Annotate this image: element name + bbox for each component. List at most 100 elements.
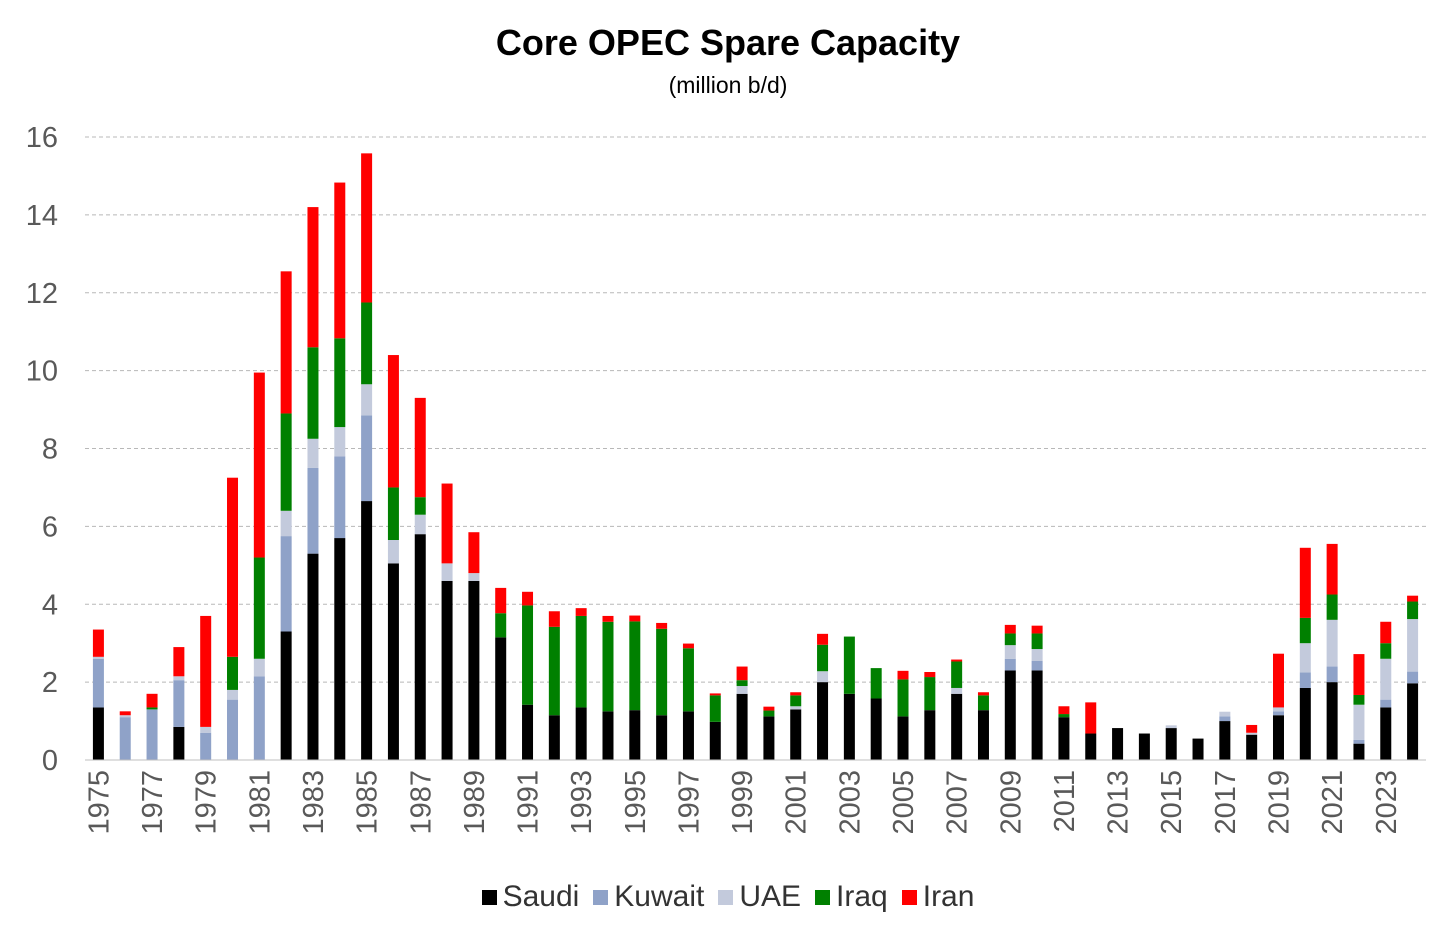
bar-segment-iraq-2007 (951, 661, 963, 688)
bar-segment-iraq-1992 (548, 626, 560, 716)
bar-segment-iran-2000 (763, 706, 775, 711)
bar-segment-saudi-1982 (280, 631, 292, 760)
x-tick-label: 2021 (1317, 770, 1349, 835)
bar-segment-iran-1995 (629, 615, 641, 622)
bar-segment-iraq-1984 (334, 338, 346, 428)
bar-segment-iran-2002 (817, 633, 829, 645)
bar-segment-kuwait-1982 (280, 536, 292, 632)
bar-segment-iran-2010 (1031, 625, 1043, 634)
bar-segment-iraq-2020 (1299, 617, 1311, 644)
bar-segment-iraq-2001 (790, 695, 802, 707)
bar-segment-saudi-1992 (548, 715, 560, 760)
bar-segment-iran-1980 (227, 477, 239, 657)
bar-segment-iran-1975 (92, 629, 104, 657)
bar-segment-saudi-2001 (790, 709, 802, 760)
bar-segment-iran-1986 (387, 355, 399, 488)
legend-swatch (901, 889, 917, 905)
x-tick-label: 2003 (834, 770, 866, 835)
x-tick-label: 1985 (352, 770, 384, 835)
bar-segment-iran-2008 (977, 692, 989, 696)
bar-segment-kuwait-2024 (1407, 671, 1419, 684)
bar-segment-saudi-2011 (1058, 717, 1070, 760)
bar-segment-iran-1994 (602, 615, 614, 622)
bar-segment-saudi-2022 (1353, 743, 1365, 760)
bar-segment-iran-2020 (1299, 547, 1311, 618)
bar-segment-saudi-2015 (1165, 728, 1177, 760)
bar-segment-uae-2022 (1353, 704, 1365, 740)
bar-segment-saudi-1999 (736, 693, 748, 760)
bar-segment-iran-1992 (548, 611, 560, 627)
x-axis: 1975 1977 1979 1981 1983 1985 1987 1989 1991 1993… (83, 759, 1426, 835)
bar-segment-saudi-2012 (1085, 733, 1097, 760)
bar-segment-iraq-2011 (1058, 714, 1070, 718)
bar-segment-iraq-2002 (817, 644, 829, 672)
bar-segment-iran-2009 (1004, 624, 1016, 634)
legend-label: Kuwait (614, 880, 705, 913)
bar-segment-iran-2011 (1058, 706, 1070, 715)
bar-segment-iran-1998 (709, 693, 721, 696)
bar-segment-saudi-2000 (763, 716, 775, 760)
bar-segment-iran-1989 (468, 532, 480, 574)
bar-segment-iran-1979 (200, 615, 212, 727)
bar-segment-iran-1999 (736, 666, 748, 681)
bar-segment-iran-1983 (307, 207, 319, 348)
bar-segment-saudi-2013 (1112, 728, 1124, 760)
bar-segment-iran-1977 (146, 693, 158, 708)
bar-segment-kuwait-1980 (227, 699, 239, 760)
legend-swatch (815, 889, 831, 905)
bar-segment-iraq-2022 (1353, 694, 1365, 705)
bar-segment-kuwait-1979 (200, 732, 212, 760)
bar-segment-iraq-2000 (763, 710, 775, 717)
x-tick-label: 1999 (727, 770, 759, 835)
bar-segment-iraq-1987 (414, 497, 426, 515)
legend-item-kuwait: Kuwait (593, 880, 704, 914)
bar-segment-saudi-2006 (924, 710, 936, 760)
bar-segment-iran-1985 (361, 153, 373, 303)
bar-segment-iraq-1991 (522, 605, 534, 705)
bar-segment-saudi-2016 (1192, 738, 1204, 760)
bar-segment-uae-2001 (790, 706, 802, 710)
bar-segment-iraq-2004 (870, 668, 882, 699)
bar-segment-iraq-2006 (924, 677, 936, 711)
x-tick-label: 1977 (137, 770, 169, 835)
bar-segment-iraq-2009 (1004, 633, 1016, 646)
bar-segment-iraq-1998 (709, 695, 721, 722)
bar-segment-saudi-2014 (1138, 733, 1150, 760)
bar-segment-uae-2009 (1004, 645, 1016, 659)
bar-segment-saudi-1989 (468, 580, 480, 760)
bar-segment-uae-2018 (1246, 732, 1258, 735)
bar-segment-saudi-2023 (1380, 707, 1392, 760)
bar-segment-kuwait-1978 (173, 680, 185, 727)
bar-segment-saudi-1991 (522, 704, 534, 760)
bar-segment-iran-2001 (790, 692, 802, 696)
bar-segment-uae-2023 (1380, 658, 1392, 700)
bar-segment-uae-1976 (119, 715, 131, 718)
bar-segment-uae-2019 (1272, 707, 1284, 712)
bar-segment-kuwait-2023 (1380, 699, 1392, 708)
bar-segment-uae-1983 (307, 438, 319, 468)
bar-segment-saudi-2024 (1407, 683, 1419, 760)
x-tick-label: 2015 (1156, 770, 1188, 835)
y-tick-label: 10 (26, 356, 58, 388)
x-tick-label: 1991 (513, 770, 545, 835)
bar-segment-uae-2024 (1407, 619, 1419, 672)
bar-segment-saudi-1997 (682, 711, 694, 760)
bar-segment-saudi-2017 (1219, 721, 1231, 760)
bar-segment-saudi-1988 (441, 580, 453, 760)
legend: Saudi Kuwait UAE Iraq Iran (0, 880, 1456, 914)
x-tick-label: 1983 (298, 770, 330, 835)
bar-segment-iran-1978 (173, 647, 185, 677)
chart-subtitle: (million b/d) (668, 72, 788, 98)
bar-segment-iraq-1996 (656, 628, 668, 716)
legend-swatch (718, 889, 734, 905)
bar-segment-iran-2022 (1353, 654, 1365, 695)
bar-segment-saudi-1983 (307, 553, 319, 760)
bar-segment-iran-2021 (1326, 543, 1338, 595)
bar-segment-iraq-1997 (682, 648, 694, 712)
legend-item-uae: UAE (718, 880, 801, 914)
bar-segment-uae-1989 (468, 573, 480, 581)
bar-segment-uae-1986 (387, 540, 399, 564)
legend-item-iran: Iran (901, 880, 974, 914)
legend-item-saudi: Saudi (481, 880, 579, 914)
